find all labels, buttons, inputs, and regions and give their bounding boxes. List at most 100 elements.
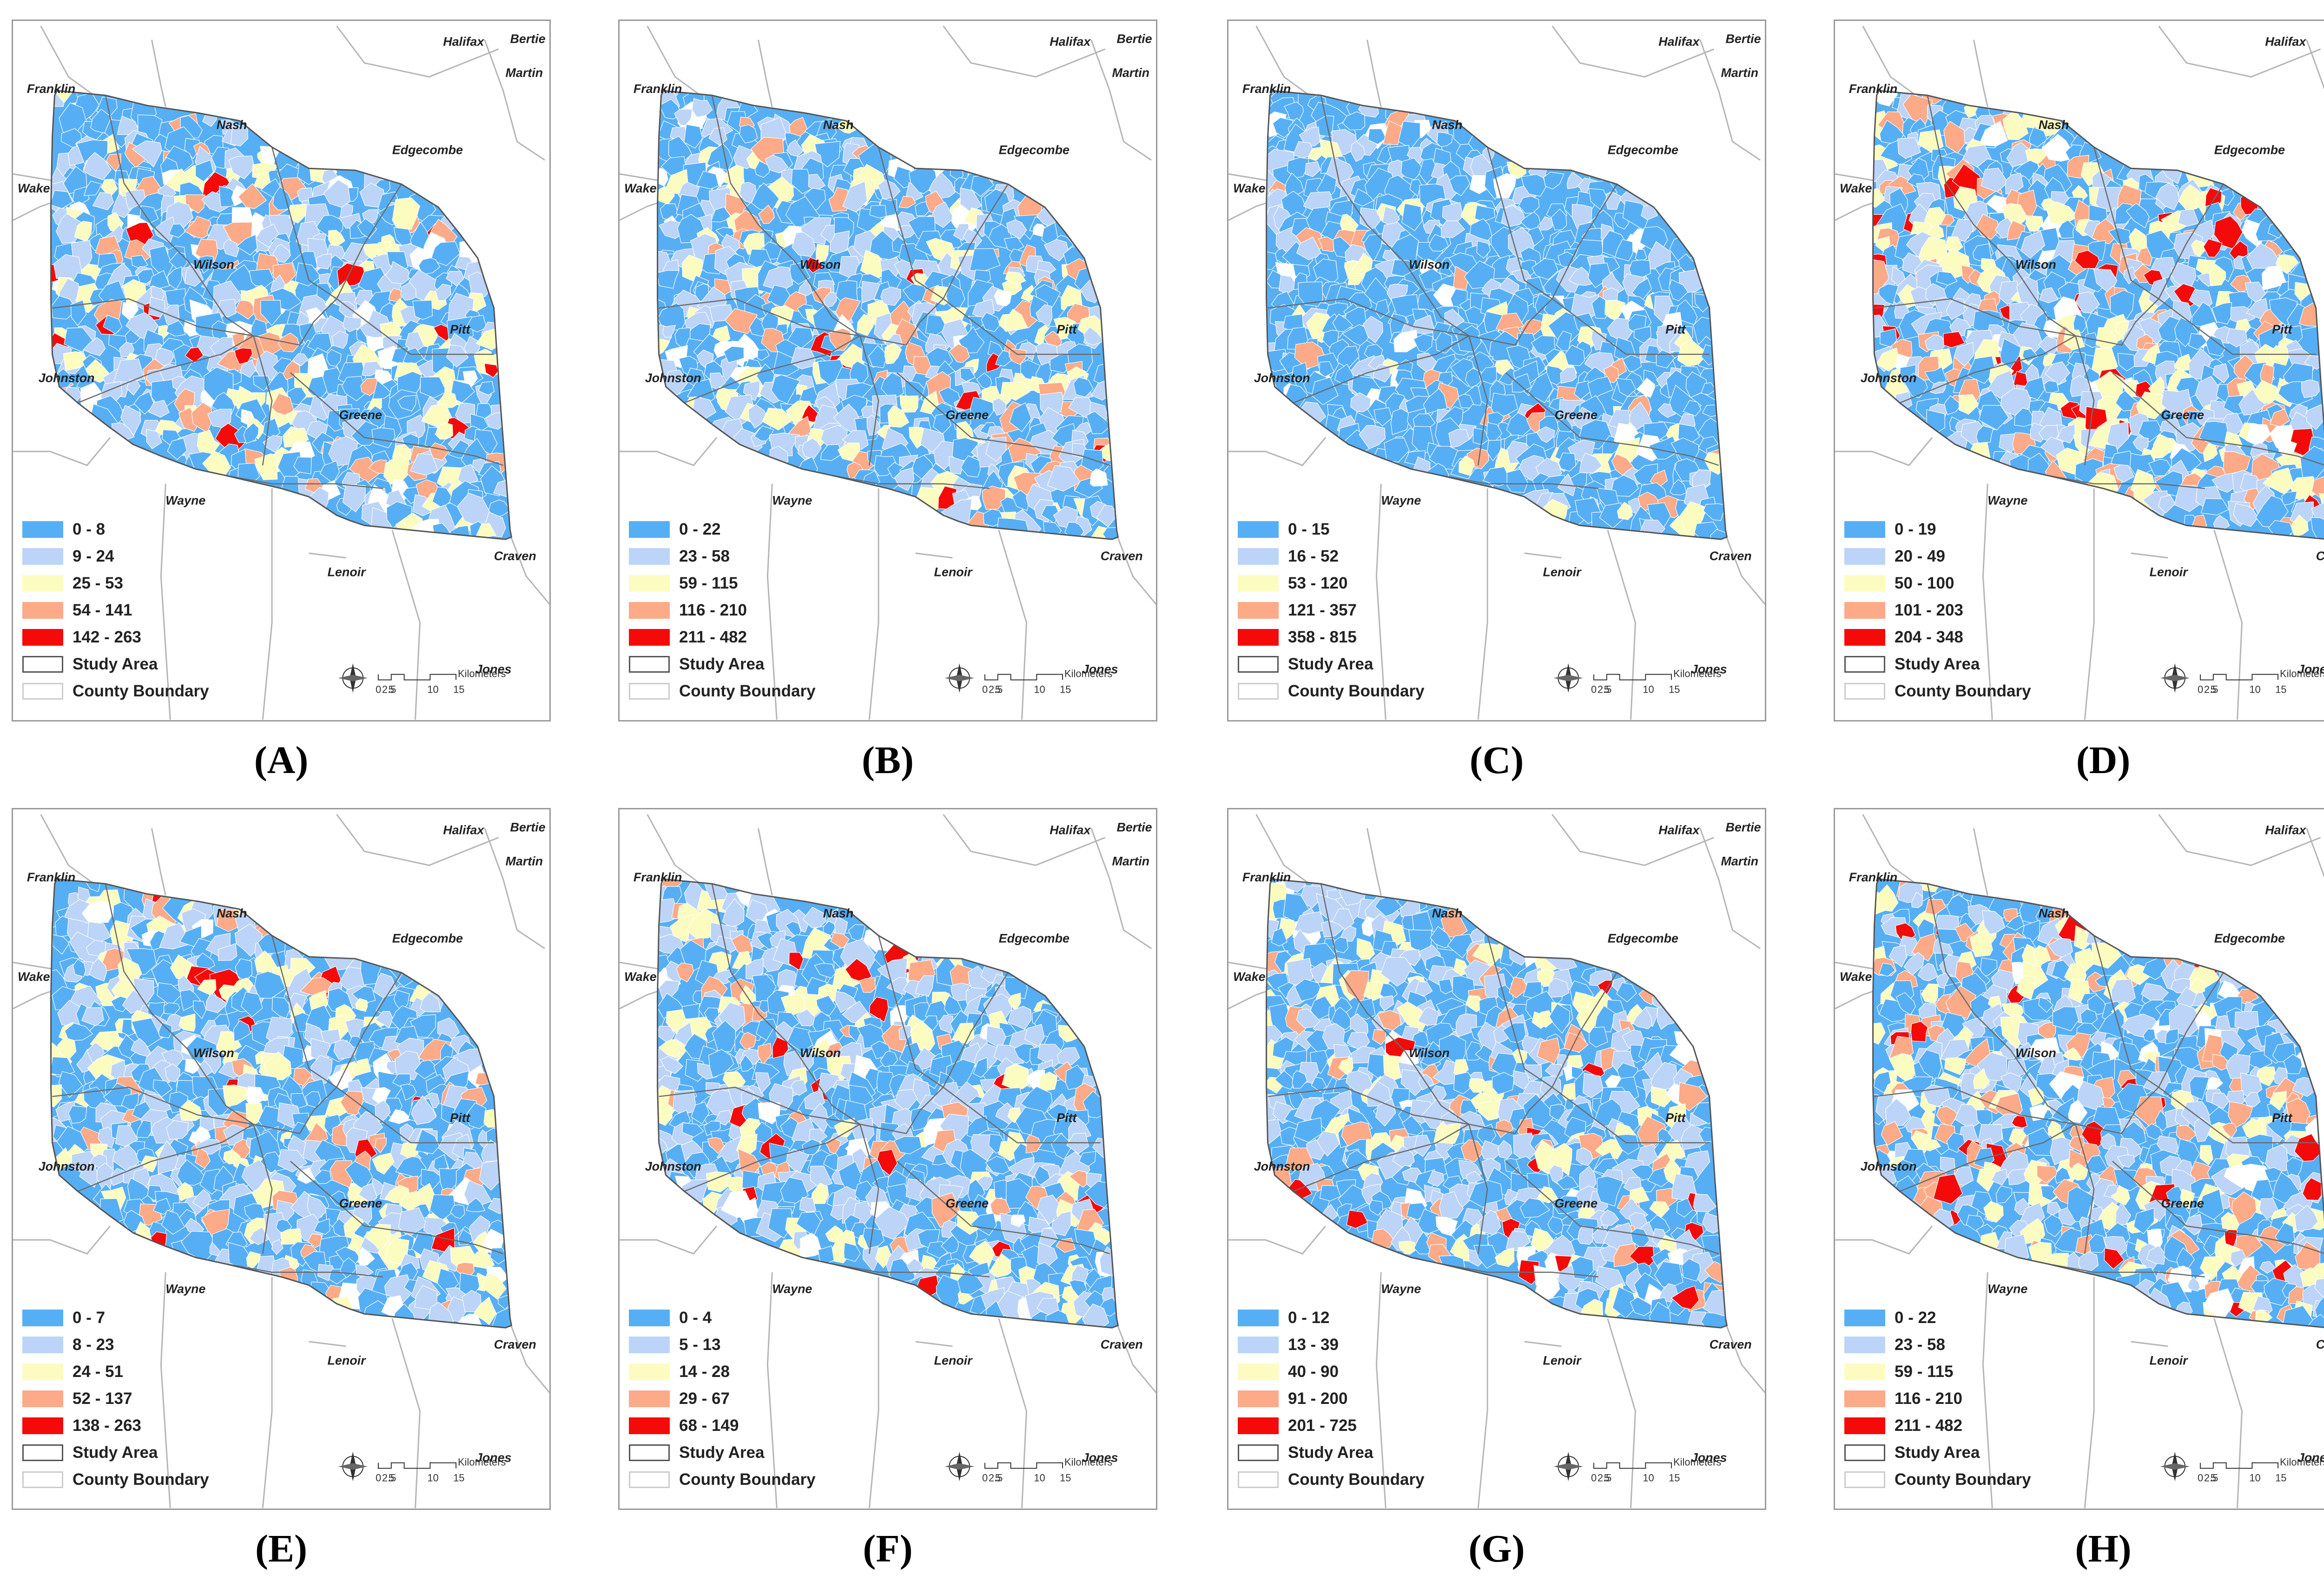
census-tract xyxy=(1547,1216,1565,1235)
census-tract xyxy=(1399,949,1421,966)
census-tract xyxy=(1406,146,1425,164)
census-tract xyxy=(148,400,170,418)
county-label: Wayne xyxy=(772,1282,812,1296)
county-label: Nash xyxy=(823,118,854,132)
scale-tick-label: 2.5 xyxy=(1598,683,1611,695)
legend-label: County Boundary xyxy=(1895,682,2031,700)
census-tract xyxy=(1518,196,1540,214)
census-tract xyxy=(1359,425,1386,450)
census-tract xyxy=(1266,251,1278,270)
census-tract xyxy=(239,359,257,378)
census-tract xyxy=(1535,1010,1555,1028)
county-label: Bertie xyxy=(510,821,545,834)
county-label: Jones xyxy=(1691,662,1727,676)
census-tract xyxy=(1024,1024,1045,1047)
census-tract xyxy=(1417,1006,1443,1026)
legend-item: 138 - 263 xyxy=(22,1412,209,1439)
census-tract xyxy=(310,1055,333,1085)
legend-label: Study Area xyxy=(1288,1443,1373,1462)
county-line xyxy=(1255,26,1310,96)
census-tract xyxy=(1095,1228,1111,1246)
legend-label: County Boundary xyxy=(1288,682,1425,700)
legend-item: 211 - 482 xyxy=(629,624,816,651)
legend-item: 68 - 149 xyxy=(629,1412,816,1439)
census-tract xyxy=(2025,215,2043,232)
compass-rose-icon xyxy=(338,663,368,693)
county-label: Pitt xyxy=(2272,322,2292,336)
census-tract xyxy=(420,377,447,398)
legend-class-label: 8 - 23 xyxy=(73,1336,114,1354)
census-tract xyxy=(202,1050,221,1075)
census-tract xyxy=(446,344,469,368)
county-label: Lenoir xyxy=(2149,565,2188,579)
legend-item: 52 - 137 xyxy=(22,1385,209,1412)
census-tract xyxy=(805,257,823,273)
legend-swatch xyxy=(629,1363,670,1380)
panel-label: (F) xyxy=(863,1527,913,1570)
county-line xyxy=(2158,298,2316,355)
census-tract xyxy=(1350,141,1366,162)
census-tract xyxy=(2291,514,2309,537)
census-tract xyxy=(1047,465,1081,492)
census-tract xyxy=(352,1058,371,1077)
census-tract xyxy=(1685,371,1707,398)
county-label: Wayne xyxy=(1987,494,2027,508)
legend-swatch xyxy=(22,575,63,592)
panel-label: (C) xyxy=(1469,739,1524,782)
county-label: Pitt xyxy=(1665,322,1686,336)
county-label: Jones xyxy=(1082,1451,1118,1465)
census-tract xyxy=(1000,382,1030,401)
census-tract xyxy=(800,1232,823,1258)
census-tract xyxy=(2014,408,2037,427)
census-tract xyxy=(2020,230,2046,259)
scale-tick-label: 0 xyxy=(376,683,381,695)
scale-tick-label: 15 xyxy=(453,1472,464,1483)
census-tract xyxy=(397,395,416,412)
census-tract xyxy=(178,1013,196,1032)
census-tract xyxy=(1414,981,1433,996)
census-tract xyxy=(1278,275,1298,295)
county-label: Greene xyxy=(339,408,382,422)
census-tract xyxy=(1037,1194,1063,1225)
census-tract xyxy=(398,1207,428,1238)
study-area-outline xyxy=(657,90,1119,540)
legend-item: 201 - 725 xyxy=(1238,1412,1425,1439)
county-line xyxy=(868,1277,879,1509)
legend-item: 0 - 15 xyxy=(1238,516,1425,543)
census-tract xyxy=(1509,977,1529,999)
census-tract xyxy=(1532,258,1558,280)
legend-swatch xyxy=(629,1390,670,1407)
census-tract xyxy=(51,1084,62,1107)
county-line xyxy=(2084,488,2095,720)
legend-item: 0 - 22 xyxy=(629,516,816,543)
census-tract xyxy=(739,124,758,144)
census-tract xyxy=(153,1198,171,1215)
county-label: Wilson xyxy=(800,258,841,271)
county-label: Martin xyxy=(1112,854,1149,868)
county-label: Wilson xyxy=(1409,1046,1450,1060)
county-line xyxy=(647,26,701,96)
county-line xyxy=(1699,40,1761,161)
county-line xyxy=(1375,1272,1386,1509)
census-tract xyxy=(1274,1070,1295,1090)
legend-swatch xyxy=(1844,683,1885,700)
legend-swatch xyxy=(1844,521,1885,538)
scale-tick-label: 10 xyxy=(1034,683,1045,695)
legend-swatch xyxy=(1238,1390,1279,1407)
scale-tick-label: 5 xyxy=(389,683,394,695)
county-line xyxy=(868,488,879,720)
census-tract xyxy=(981,312,1000,332)
census-tract xyxy=(1910,1021,1928,1042)
legend-class-label: 68 - 149 xyxy=(679,1416,739,1435)
legend-label: Study Area xyxy=(73,655,158,673)
legend-item: 8 - 23 xyxy=(22,1331,209,1358)
legend-swatch xyxy=(22,1363,63,1380)
census-tract xyxy=(842,181,868,212)
map-legend: 0 - 12 13 - 39 40 - 90 91 - 200 201 - 725 Stu… xyxy=(1238,1304,1425,1493)
county-line xyxy=(1228,1225,1327,1255)
census-tract xyxy=(81,900,114,924)
census-tract xyxy=(1350,392,1371,412)
tract-layer xyxy=(51,879,512,1328)
